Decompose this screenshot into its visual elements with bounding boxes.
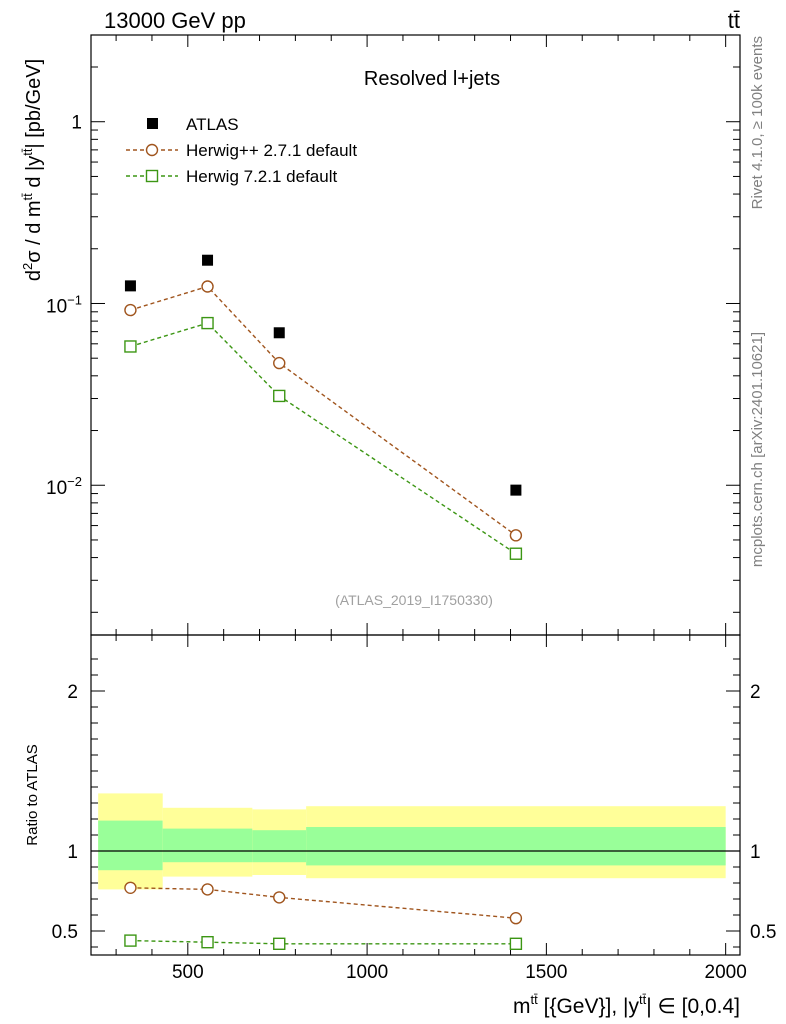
- axis-ticks: [91, 34, 740, 955]
- marker-herwigpp: [509, 529, 523, 542]
- ratio-marker-herwigpp: [509, 912, 523, 925]
- legend-label-atlas: ATLAS: [186, 115, 239, 134]
- legend-marker-herwig7: [145, 169, 159, 183]
- legend-label-herwig7: Herwig 7.2.1 default: [186, 167, 337, 186]
- y-ratio-tick-label-right: 0.5: [750, 922, 776, 943]
- data-marks: [124, 254, 523, 950]
- header-energy: 13000 GeV pp: [104, 8, 246, 33]
- series-line-ratio: [130, 939, 516, 945]
- chart-title: Resolved l+jets: [364, 68, 500, 90]
- marker-herwig7: [124, 340, 137, 353]
- marker-herwigpp: [201, 280, 214, 293]
- mcplots-info: mcplots.cern.ch [arXiv:2401.10621]: [749, 332, 766, 567]
- ratio-marker-herwig7: [273, 937, 286, 950]
- series-line-main: [130, 322, 517, 555]
- x-axis-label: mtt̄ [{GeV}], |ytt̄| ∈ [0,0.4]: [513, 992, 740, 1018]
- legend-label-herwigpp: Herwig++ 2.7.1 default: [186, 141, 357, 160]
- data-point-atlas: [273, 327, 285, 339]
- marker-herwigpp: [124, 303, 137, 317]
- band-inner: [162, 828, 253, 863]
- marker-herwig7: [273, 389, 286, 403]
- ratio-marker-herwigpp: [201, 883, 214, 896]
- rivet-info: Rivet 4.1.0, ≥ 100k events: [749, 36, 766, 209]
- y-axis-label-ratio: Ratio to ATLAS: [24, 744, 41, 845]
- band-inner: [252, 830, 307, 863]
- ratio-marker-herwig7: [201, 936, 214, 949]
- marker-herwig7: [201, 316, 214, 330]
- y-main-tick-label: 10−1: [46, 292, 82, 317]
- y-main-tick-label: 1: [71, 113, 82, 134]
- y-main-tick-label: 10−2: [46, 474, 82, 499]
- ratio-bands: [98, 793, 726, 890]
- x-tick-label: 2000: [705, 962, 747, 983]
- legend-marker-herwigpp: [145, 143, 159, 157]
- header-process: tt̄: [728, 8, 740, 33]
- legend-marker-atlas: [147, 118, 158, 129]
- legend: ATLAS Herwig++ 2.7.1 default Herwig 7.2.…: [126, 115, 357, 186]
- y-ratio-tick-label: 0.5: [52, 922, 78, 943]
- ratio-marker-herwig7: [509, 937, 523, 950]
- marker-herwig7: [509, 547, 523, 560]
- band-inner: [98, 820, 163, 871]
- ratio-marker-herwigpp: [124, 881, 137, 894]
- y-ratio-tick-label-right: 2: [750, 682, 761, 703]
- y-ratio-tick-label-right: 1: [750, 842, 761, 863]
- ratio-frame: [90, 634, 741, 956]
- marker-herwigpp: [273, 356, 286, 370]
- ratio-marker-herwigpp: [273, 891, 286, 904]
- y-ratio-tick-label: 1: [67, 842, 78, 863]
- y-ratio-tick-label: 2: [67, 682, 78, 703]
- x-tick-label: 1500: [525, 962, 567, 983]
- x-tick-label: 500: [172, 962, 204, 983]
- data-point-atlas: [202, 254, 214, 266]
- ratio-marker-herwig7: [124, 934, 137, 947]
- y-axis-label-main: d2σ / d mtt̄ d |ytt̄| [pb/GeV]: [20, 59, 45, 281]
- data-point-atlas: [510, 484, 522, 496]
- series-line-main: [130, 285, 517, 536]
- analysis-id: (ATLAS_2019_I1750330): [335, 592, 493, 608]
- band-inner: [306, 827, 726, 866]
- series-line-ratio: [130, 887, 516, 919]
- x-tick-label: 1000: [346, 962, 388, 983]
- data-point-atlas: [124, 280, 136, 292]
